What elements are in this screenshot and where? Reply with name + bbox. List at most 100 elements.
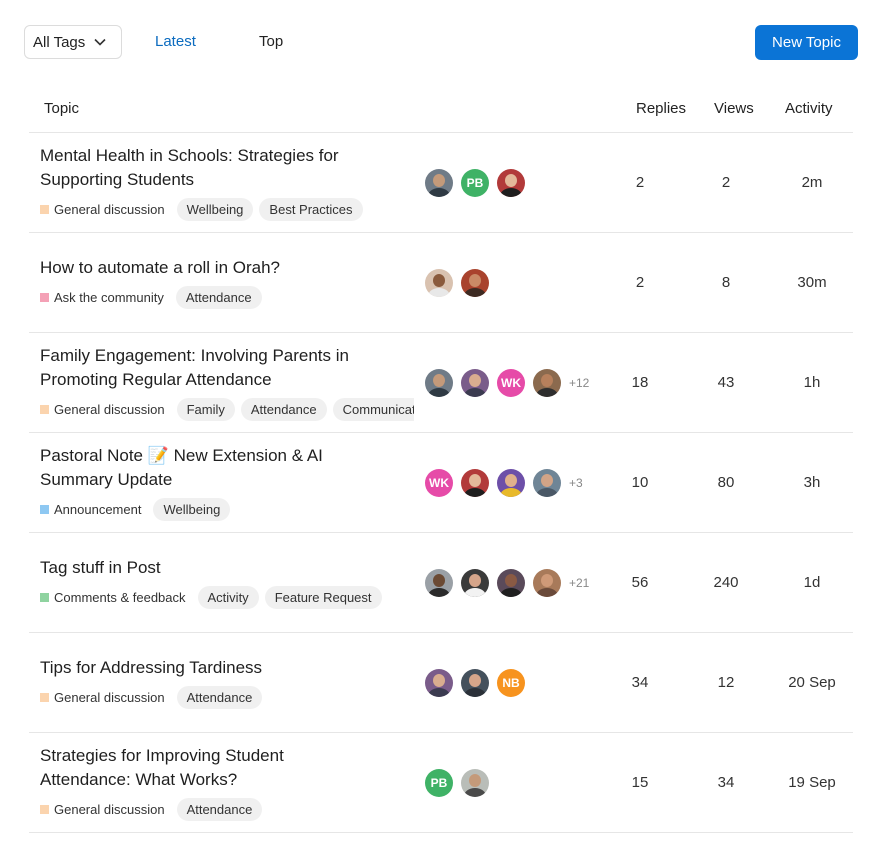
participants: +21 [425,533,589,632]
activity-time[interactable]: 2m [801,174,823,191]
avatar[interactable] [425,168,453,197]
table-row[interactable]: Family Engagement: Involving Parents in … [29,333,853,433]
category-label[interactable]: General discussion [40,402,165,417]
avatar-head-shape [469,473,481,487]
avatar[interactable] [497,568,525,597]
new-topic-button[interactable]: New Topic [755,25,858,60]
category-label[interactable]: General discussion [40,690,165,705]
tab-latest[interactable]: Latest [155,33,196,50]
tag-chip[interactable]: Wellbeing [153,498,231,521]
avatar[interactable] [461,668,489,697]
avatar-head-shape [505,173,517,187]
avatar-body-shape [428,387,450,397]
category-label[interactable]: General discussion [40,802,165,817]
avatar[interactable] [461,368,489,397]
avatar-head-shape [433,373,445,387]
avatar[interactable] [533,568,561,597]
avatar[interactable]: WK [425,468,453,497]
topic-title[interactable]: Strategies for Improving Student Attenda… [40,746,284,789]
views-count: 8 [721,274,731,291]
table-row[interactable]: Strategies for Improving Student Attenda… [29,733,853,833]
avatar-head-shape [541,473,553,487]
topic-list: Mental Health in Schools: Strategies for… [29,133,853,833]
category-name: Comments & feedback [54,590,186,605]
activity-time[interactable]: 20 Sep [788,674,836,691]
table-row[interactable]: How to automate a roll in Orah? Ask the c… [29,233,853,333]
tag-chip[interactable]: Attendance [176,686,263,709]
topic-block: Pastoral Note 📝 New Extension & AI Summa… [40,433,414,532]
avatar-body-shape [428,187,450,197]
category-name: General discussion [54,690,165,705]
topic-title[interactable]: How to automate a roll in Orah? [40,258,281,277]
tag-chip[interactable]: Wellbeing [176,198,254,221]
avatar[interactable] [461,768,489,797]
replies-count: 2 [635,174,645,191]
replies-count: 34 [631,674,649,691]
replies-count: 10 [631,474,649,491]
category-label[interactable]: Ask the community [40,290,164,305]
activity-time[interactable]: 30m [797,274,827,291]
views-count: 80 [717,474,735,491]
avatar-body-shape [464,487,486,497]
tag-chip[interactable]: Family [176,398,235,421]
activity-time[interactable]: 1h [803,374,821,391]
avatar-head-shape [469,573,481,587]
replies-count: 15 [631,774,649,791]
all-tags-label: All Tags [33,33,86,51]
avatar[interactable] [425,668,453,697]
topic-title[interactable]: Family Engagement: Involving Parents in … [40,346,349,389]
tag-chip[interactable]: Attendance [240,398,327,421]
table-row[interactable]: Tag stuff in Post Comments & feedback Acti… [29,533,853,633]
avatar[interactable] [497,468,525,497]
topic-block: How to automate a roll in Orah? Ask the c… [40,233,414,332]
topic-tags: General discussion Attendance [40,798,414,821]
table-row[interactable]: Pastoral Note 📝 New Extension & AI Summa… [29,433,853,533]
avatar[interactable]: WK [497,368,525,397]
category-label[interactable]: Announcement [40,502,141,517]
topic-title[interactable]: Mental Health in Schools: Strategies for… [40,146,339,189]
activity-time[interactable]: 19 Sep [788,774,836,791]
category-swatch [40,293,49,302]
column-header-views: Views [714,100,754,117]
avatar[interactable] [461,568,489,597]
topic-title[interactable]: Pastoral Note 📝 New Extension & AI Summa… [40,446,323,489]
avatar[interactable]: PB [425,768,453,797]
all-tags-dropdown[interactable]: All Tags [24,25,122,59]
participants: NB [425,633,533,732]
category-name: General discussion [54,402,165,417]
avatar[interactable] [425,568,453,597]
replies-count: 2 [635,274,645,291]
category-label[interactable]: General discussion [40,202,165,217]
avatar-head-shape [469,373,481,387]
avatar-body-shape [464,787,486,797]
tag-chip[interactable]: Attendance [176,798,263,821]
category-label[interactable]: Comments & feedback [40,590,186,605]
avatar[interactable] [533,368,561,397]
tag-chip[interactable]: Attendance [175,286,262,309]
tag-chip[interactable]: Communication [332,398,414,421]
avatar-head-shape [541,573,553,587]
table-row[interactable]: Mental Health in Schools: Strategies for… [29,133,853,233]
avatar[interactable]: PB [461,168,489,197]
avatar-body-shape [536,387,558,397]
category-swatch [40,693,49,702]
activity-time[interactable]: 1d [803,574,821,591]
tab-top[interactable]: Top [259,33,284,50]
topic-title[interactable]: Tips for Addressing Tardiness [40,658,263,677]
table-row[interactable]: Tips for Addressing Tardiness General dis… [29,633,853,733]
avatar[interactable] [425,268,453,297]
avatar[interactable] [497,168,525,197]
tag-chip[interactable]: Feature Request [264,586,382,609]
avatar[interactable] [461,268,489,297]
avatar[interactable] [533,468,561,497]
activity-time[interactable]: 3h [803,474,821,491]
avatar[interactable] [425,368,453,397]
tag-chip[interactable]: Activity [197,586,259,609]
avatar[interactable]: NB [497,668,525,697]
topic-tags: General discussion Attendance [40,686,414,709]
topic-title[interactable]: Tag stuff in Post [40,558,161,577]
participants: PB [425,733,497,832]
avatar-body-shape [464,387,486,397]
tag-chip[interactable]: Best Practices [259,198,363,221]
avatar[interactable] [461,468,489,497]
